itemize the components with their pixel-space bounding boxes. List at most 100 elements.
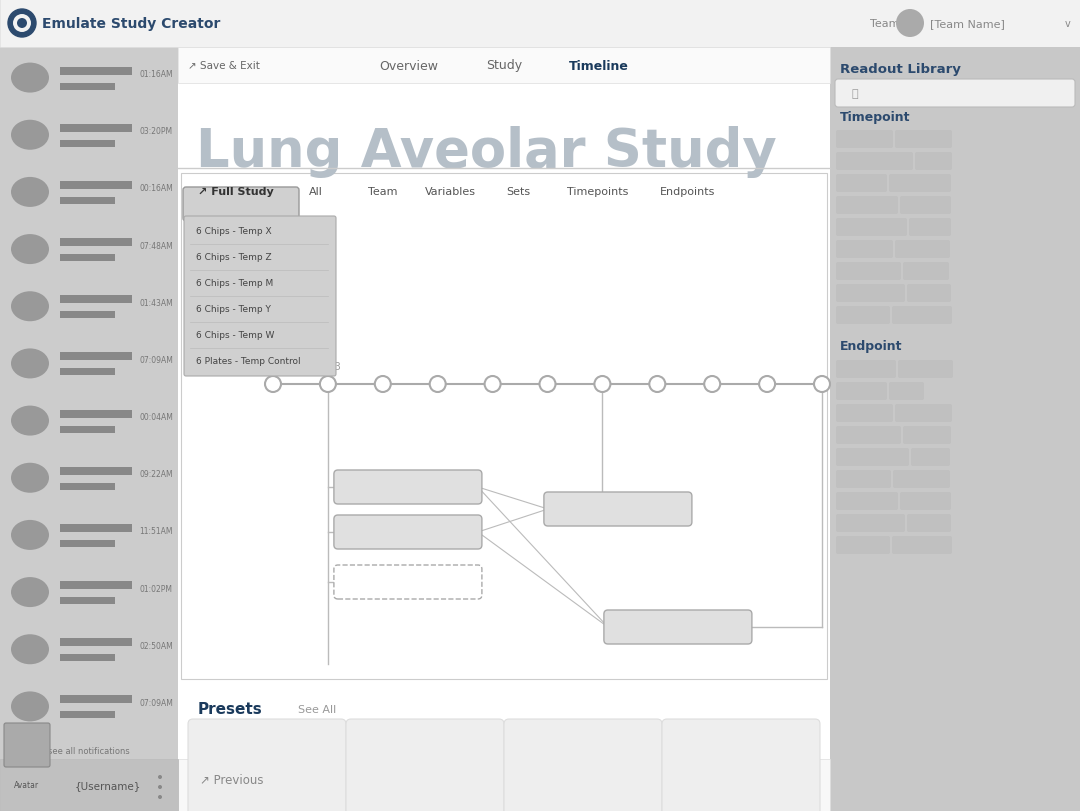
FancyBboxPatch shape	[895, 131, 951, 148]
FancyBboxPatch shape	[897, 361, 953, 379]
Circle shape	[158, 785, 162, 789]
FancyBboxPatch shape	[4, 723, 50, 767]
Text: See All: See All	[298, 704, 336, 714]
Text: 01:43AM: 01:43AM	[139, 298, 173, 307]
FancyBboxPatch shape	[60, 483, 114, 490]
FancyBboxPatch shape	[831, 48, 1080, 811]
FancyBboxPatch shape	[836, 131, 893, 148]
FancyBboxPatch shape	[836, 219, 907, 237]
Circle shape	[649, 376, 665, 393]
FancyBboxPatch shape	[60, 524, 132, 532]
FancyBboxPatch shape	[504, 719, 662, 811]
Ellipse shape	[11, 577, 49, 607]
Text: Endpoint: Endpoint	[840, 340, 903, 353]
Circle shape	[320, 376, 336, 393]
Text: 00:16AM: 00:16AM	[139, 184, 173, 193]
FancyBboxPatch shape	[836, 470, 891, 488]
Text: 03:20PM: 03:20PM	[140, 127, 173, 136]
Text: 07:48AM: 07:48AM	[139, 242, 173, 251]
FancyBboxPatch shape	[836, 263, 901, 281]
FancyBboxPatch shape	[604, 610, 752, 644]
FancyBboxPatch shape	[907, 514, 951, 532]
FancyBboxPatch shape	[60, 296, 132, 304]
Text: 6 Chips - Temp Z: 6 Chips - Temp Z	[195, 253, 272, 262]
Circle shape	[540, 376, 555, 393]
Text: 🔍: 🔍	[852, 89, 859, 99]
Text: Timepoint: Timepoint	[840, 110, 910, 123]
FancyBboxPatch shape	[836, 241, 893, 259]
Text: Avatar: Avatar	[14, 780, 40, 790]
FancyBboxPatch shape	[60, 467, 132, 475]
Text: 02:50AM: 02:50AM	[139, 641, 173, 650]
FancyBboxPatch shape	[60, 84, 114, 91]
FancyBboxPatch shape	[895, 405, 951, 423]
Ellipse shape	[11, 235, 49, 264]
FancyBboxPatch shape	[60, 711, 114, 719]
Circle shape	[8, 10, 36, 38]
Text: Lung Aveolar Study: Lung Aveolar Study	[195, 126, 777, 178]
Circle shape	[13, 15, 31, 33]
Text: 6 Chips - Temp Y: 6 Chips - Temp Y	[195, 305, 271, 314]
FancyBboxPatch shape	[178, 48, 831, 84]
FancyBboxPatch shape	[900, 492, 951, 510]
FancyBboxPatch shape	[836, 175, 887, 193]
Text: v: v	[1064, 19, 1070, 29]
Circle shape	[430, 376, 446, 393]
Text: see all notifications: see all notifications	[49, 747, 130, 756]
Circle shape	[896, 10, 924, 38]
Text: [Team Name]: [Team Name]	[930, 19, 1004, 29]
FancyBboxPatch shape	[334, 565, 482, 599]
Text: Study: Study	[486, 59, 522, 72]
Text: 6 Chips - Temp M: 6 Chips - Temp M	[195, 279, 273, 288]
FancyBboxPatch shape	[60, 638, 132, 646]
FancyBboxPatch shape	[346, 719, 504, 811]
FancyBboxPatch shape	[334, 515, 482, 549]
FancyBboxPatch shape	[889, 383, 924, 401]
FancyBboxPatch shape	[836, 536, 890, 554]
FancyBboxPatch shape	[544, 492, 692, 526]
FancyBboxPatch shape	[900, 197, 951, 215]
FancyBboxPatch shape	[60, 255, 114, 262]
FancyBboxPatch shape	[60, 598, 114, 604]
Text: Overview: Overview	[379, 59, 438, 72]
FancyBboxPatch shape	[889, 175, 951, 193]
FancyBboxPatch shape	[907, 285, 951, 303]
FancyBboxPatch shape	[909, 219, 951, 237]
FancyBboxPatch shape	[60, 581, 132, 590]
FancyBboxPatch shape	[836, 448, 909, 466]
Text: Timepoints: Timepoints	[567, 187, 629, 197]
Ellipse shape	[11, 406, 49, 436]
FancyBboxPatch shape	[836, 492, 897, 510]
Text: Variables: Variables	[424, 187, 475, 197]
Ellipse shape	[11, 292, 49, 322]
FancyBboxPatch shape	[836, 152, 913, 171]
FancyBboxPatch shape	[892, 536, 951, 554]
FancyBboxPatch shape	[836, 383, 887, 401]
FancyBboxPatch shape	[60, 540, 114, 547]
Ellipse shape	[11, 521, 49, 550]
Text: Timeline: Timeline	[569, 59, 629, 72]
FancyBboxPatch shape	[893, 470, 950, 488]
Text: Team:: Team:	[870, 19, 903, 29]
Text: Sets: Sets	[505, 187, 530, 197]
Circle shape	[158, 775, 162, 779]
FancyBboxPatch shape	[60, 654, 114, 662]
Text: Team: Team	[368, 187, 397, 197]
FancyBboxPatch shape	[60, 67, 132, 75]
FancyBboxPatch shape	[836, 197, 897, 215]
Text: 6 Chips - Temp W: 6 Chips - Temp W	[195, 331, 274, 340]
Text: Emulate Study Creator: Emulate Study Creator	[42, 17, 220, 31]
Circle shape	[158, 795, 162, 799]
FancyBboxPatch shape	[60, 182, 132, 190]
Text: 07:09AM: 07:09AM	[139, 698, 173, 707]
FancyBboxPatch shape	[0, 48, 178, 811]
Ellipse shape	[11, 349, 49, 379]
Text: ↗ Previous: ↗ Previous	[200, 774, 264, 787]
Text: 09:22AM: 09:22AM	[139, 470, 173, 478]
Text: 6 Chips - Temp X: 6 Chips - Temp X	[195, 227, 272, 236]
FancyBboxPatch shape	[892, 307, 951, 324]
FancyBboxPatch shape	[60, 312, 114, 319]
FancyBboxPatch shape	[334, 470, 482, 504]
FancyBboxPatch shape	[836, 285, 905, 303]
Ellipse shape	[11, 463, 49, 493]
